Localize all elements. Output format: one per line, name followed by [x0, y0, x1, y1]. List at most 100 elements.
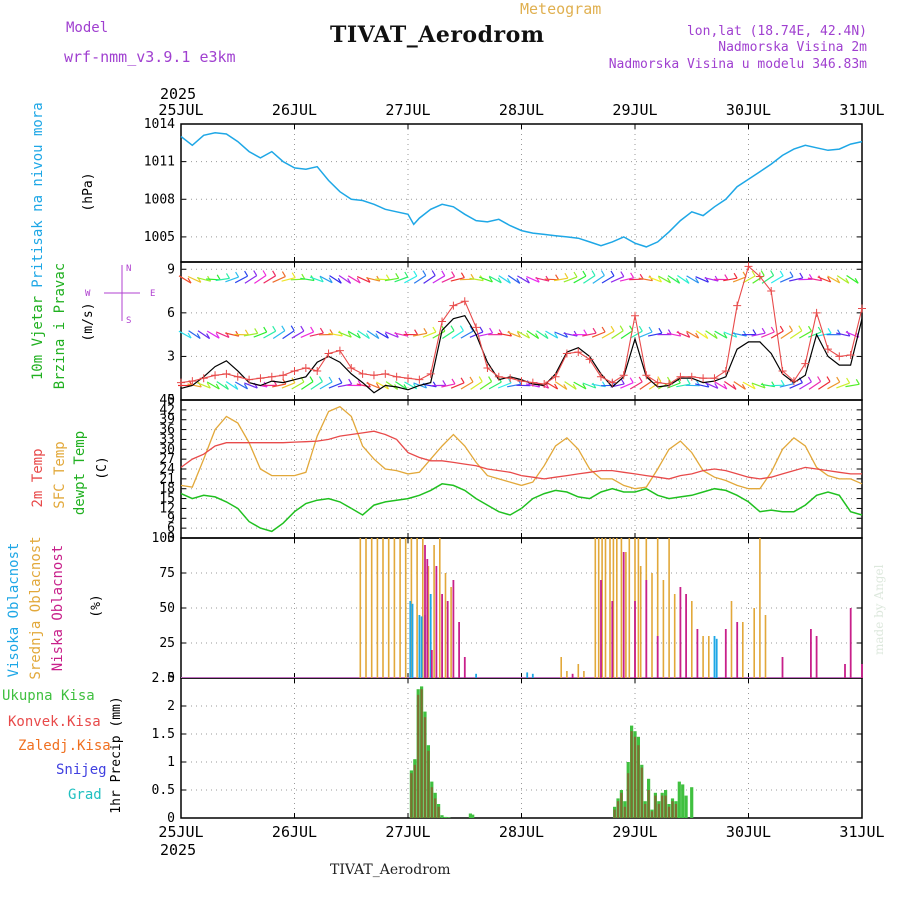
wind-barb — [517, 275, 530, 284]
wind-barb — [714, 330, 728, 339]
wind-barb — [291, 381, 305, 390]
precip-unit: 1hr Precip (mm) — [109, 696, 124, 813]
wind-barb-flag — [301, 273, 306, 280]
wind-barb-flag — [291, 272, 296, 279]
y-tick-label: 25 — [159, 636, 175, 651]
wind-barb-flag — [572, 383, 577, 390]
wind-barb-flag — [488, 376, 493, 382]
cloud-bar — [601, 538, 603, 678]
wind-barb-flag — [846, 377, 851, 384]
cloud-low-label: Niska Oblacnost — [50, 545, 66, 671]
wind-barb — [272, 383, 286, 388]
cloud-bar — [429, 594, 432, 678]
wind-barb — [263, 275, 276, 284]
gust-marker — [460, 297, 469, 306]
cloud-bar — [411, 603, 414, 678]
cloud-bar — [463, 657, 466, 678]
y-tick-label: 24 — [159, 462, 175, 477]
y-tick-label: 0.5 — [152, 783, 175, 798]
cloud-bar — [376, 538, 379, 678]
cloud-bar — [730, 601, 733, 678]
compass-e: E — [150, 289, 155, 299]
cloud-bar — [365, 538, 367, 678]
y-tick-label: 9 — [167, 511, 175, 526]
x-tick-label-bottom: 26JUL — [272, 823, 317, 841]
total-precip-bar — [468, 813, 472, 818]
wind-barb-flag — [404, 330, 409, 337]
wind-barb — [836, 275, 850, 284]
y-tick-label: 50 — [159, 601, 175, 616]
gust-marker — [279, 371, 288, 380]
wind-barb — [808, 331, 822, 338]
wind-barb — [441, 276, 455, 283]
wind-barb-flag — [807, 376, 812, 383]
wind-barb-flag — [732, 384, 737, 390]
year-label-top: 2025 — [160, 85, 196, 103]
wind-barb-flag — [752, 329, 757, 335]
cloud-bar — [708, 636, 710, 678]
cloud-bar — [844, 664, 846, 678]
wind-barb-flag — [630, 272, 635, 279]
cloud-bar — [597, 538, 600, 678]
cloud-bar — [450, 587, 452, 678]
cloud-bar — [594, 538, 597, 678]
wind-barb — [620, 330, 633, 339]
gust-marker — [562, 349, 571, 358]
wind-barb — [732, 276, 747, 283]
cloud-bar — [736, 622, 739, 678]
wind-barb-flag — [807, 325, 813, 332]
wind-barb — [676, 383, 691, 388]
conv-precip-bar — [427, 750, 430, 818]
wind-barb-flag — [431, 270, 436, 276]
wind-barb-flag — [215, 383, 220, 390]
wind-barb — [412, 332, 428, 337]
cloud-bar — [409, 601, 412, 678]
y-tick-label: 0 — [167, 671, 175, 686]
wind-barb-flag — [525, 277, 530, 284]
wind-barb — [751, 382, 766, 389]
wind-barb — [563, 332, 578, 337]
gust-marker — [846, 350, 855, 359]
y-tick-label: 1 — [167, 755, 175, 770]
wind-barb-flag — [460, 272, 465, 279]
wind-barb — [818, 381, 831, 390]
wind-barb — [779, 383, 794, 388]
wind-barb — [517, 330, 530, 339]
wind-barb — [846, 275, 859, 284]
gust-marker — [472, 323, 481, 332]
cloud-unit: (%) — [89, 594, 104, 617]
total-precip-bar — [681, 784, 685, 818]
y-tick-label: 15 — [159, 492, 175, 507]
wind-barb — [196, 277, 211, 282]
y-tick-label: 100 — [152, 531, 175, 546]
wind-barb-flag — [799, 272, 804, 279]
wind-barb — [450, 277, 465, 282]
wind-barb — [319, 381, 333, 390]
wind-barb — [488, 381, 502, 390]
wind-barb-flag — [488, 276, 493, 283]
wind-barb — [582, 332, 597, 337]
wind-barb-flag — [187, 277, 192, 284]
wind-barb-flag — [761, 382, 766, 389]
wind-barb-flag — [564, 272, 569, 279]
wind-barb-flag — [328, 277, 333, 284]
wind-barb — [536, 330, 549, 339]
wind-barb — [779, 276, 794, 283]
gust-marker — [801, 359, 810, 368]
total-precip-bar — [447, 817, 451, 818]
gust-marker — [267, 372, 276, 381]
wind-barb — [478, 276, 493, 283]
wind-barb — [385, 331, 399, 338]
wind-barb — [647, 332, 663, 337]
wind-barb-flag — [451, 378, 456, 385]
wind-barb-flag — [318, 376, 323, 382]
wind-barb-flag — [441, 270, 446, 277]
wind-barb — [244, 275, 258, 284]
gust-marker — [608, 378, 617, 387]
wind-barb — [253, 331, 267, 338]
conv-precip-bar — [650, 811, 654, 818]
wind-barb — [573, 381, 587, 390]
wind-barb-flag — [676, 277, 681, 284]
wind-barb-flag — [573, 271, 578, 278]
wind-barb — [845, 383, 860, 388]
